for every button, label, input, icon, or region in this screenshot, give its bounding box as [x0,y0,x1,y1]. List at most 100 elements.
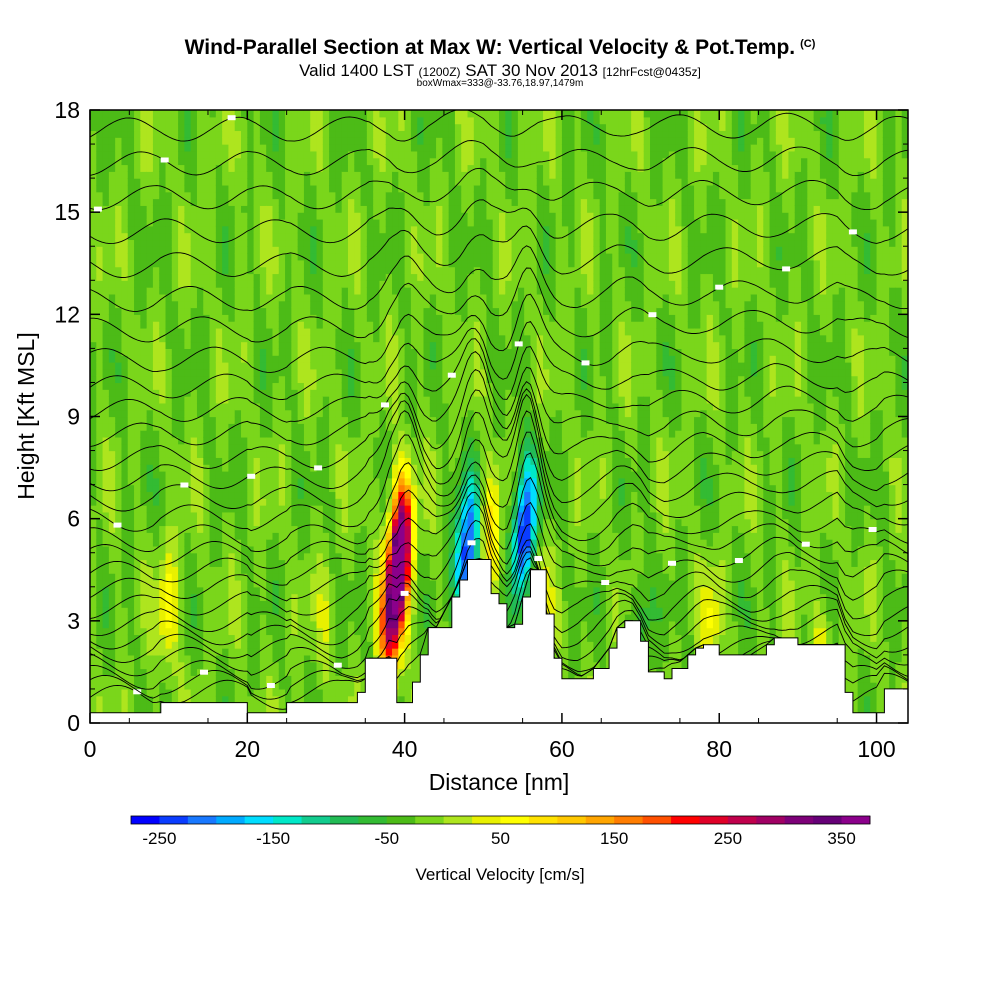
w-cell [184,116,192,125]
w-cell [410,341,418,349]
w-cell [215,287,223,295]
w-cell [385,600,393,608]
w-cell [404,559,412,567]
w-cell [222,675,230,683]
w-cell [134,423,141,431]
w-cell [278,348,286,356]
w-cell [165,232,173,241]
w-cell [241,191,248,200]
w-cell [272,464,280,472]
w-cell [259,314,267,322]
w-cell [272,702,280,710]
w-cell [278,362,286,370]
w-cell [203,409,211,418]
w-cell [259,464,267,472]
w-cell [266,259,274,268]
w-cell [146,464,154,472]
w-cell [347,150,355,159]
w-cell [146,253,154,261]
w-cell [134,382,141,390]
w-cell [259,178,267,186]
w-cell [184,505,192,513]
w-cell [354,539,362,547]
w-cell [266,484,274,493]
w-cell [253,389,261,397]
w-cell [203,110,211,118]
w-cell [335,205,343,213]
w-cell [385,300,393,309]
w-cell [291,184,299,193]
w-cell [398,212,406,220]
w-cell [209,409,217,418]
w-cell [360,164,368,172]
w-cell [108,532,116,540]
w-cell [90,600,97,608]
w-cell [366,552,374,561]
w-cell [398,327,406,336]
w-cell [398,178,406,186]
w-cell [285,273,292,281]
w-cell [222,648,230,656]
w-cell [266,266,274,275]
w-cell [316,266,324,275]
w-cell [241,368,248,377]
w-cell [190,246,198,254]
w-cell [134,205,141,213]
w-cell [316,586,324,595]
w-cell [222,491,230,499]
w-cell [127,579,135,588]
w-cell [341,375,349,384]
w-cell [247,545,255,554]
w-cell [385,280,393,288]
w-cell [423,518,431,527]
w-cell [140,627,148,636]
w-cell [404,607,412,615]
w-cell [152,253,160,261]
w-cell [121,375,129,384]
w-cell [354,171,362,179]
w-cell [310,327,318,336]
w-cell [285,293,292,302]
w-cell [303,634,311,642]
w-cell [152,648,160,656]
w-cell [196,430,204,438]
w-cell [385,409,393,418]
w-cell [429,341,437,349]
w-cell [398,566,406,574]
w-cell [272,341,280,349]
w-cell [121,668,129,676]
w-cell [234,116,242,125]
w-cell [253,178,261,186]
w-cell [373,627,381,636]
w-cell [429,402,437,411]
w-cell [190,375,198,384]
w-cell [392,518,399,527]
w-cell [310,362,318,370]
w-cell [222,396,230,404]
w-cell [222,110,230,118]
w-cell [259,518,267,527]
w-cell [228,532,236,540]
w-cell [209,682,217,690]
w-cell [178,627,185,636]
w-cell [410,634,418,642]
w-cell [222,682,230,690]
w-cell [410,327,418,336]
w-cell [190,436,198,445]
w-cell [127,150,135,159]
w-cell [178,470,185,479]
w-cell [146,348,154,356]
w-cell [241,110,248,118]
w-cell [360,396,368,404]
w-cell [385,198,393,206]
w-cell [102,641,110,649]
w-cell [121,614,129,622]
w-cell [410,355,418,363]
w-cell [102,416,110,424]
w-cell [398,484,406,493]
w-cell [228,280,236,288]
w-cell [360,559,368,567]
w-cell [303,355,311,363]
w-cell [165,375,173,384]
w-cell [373,498,381,506]
